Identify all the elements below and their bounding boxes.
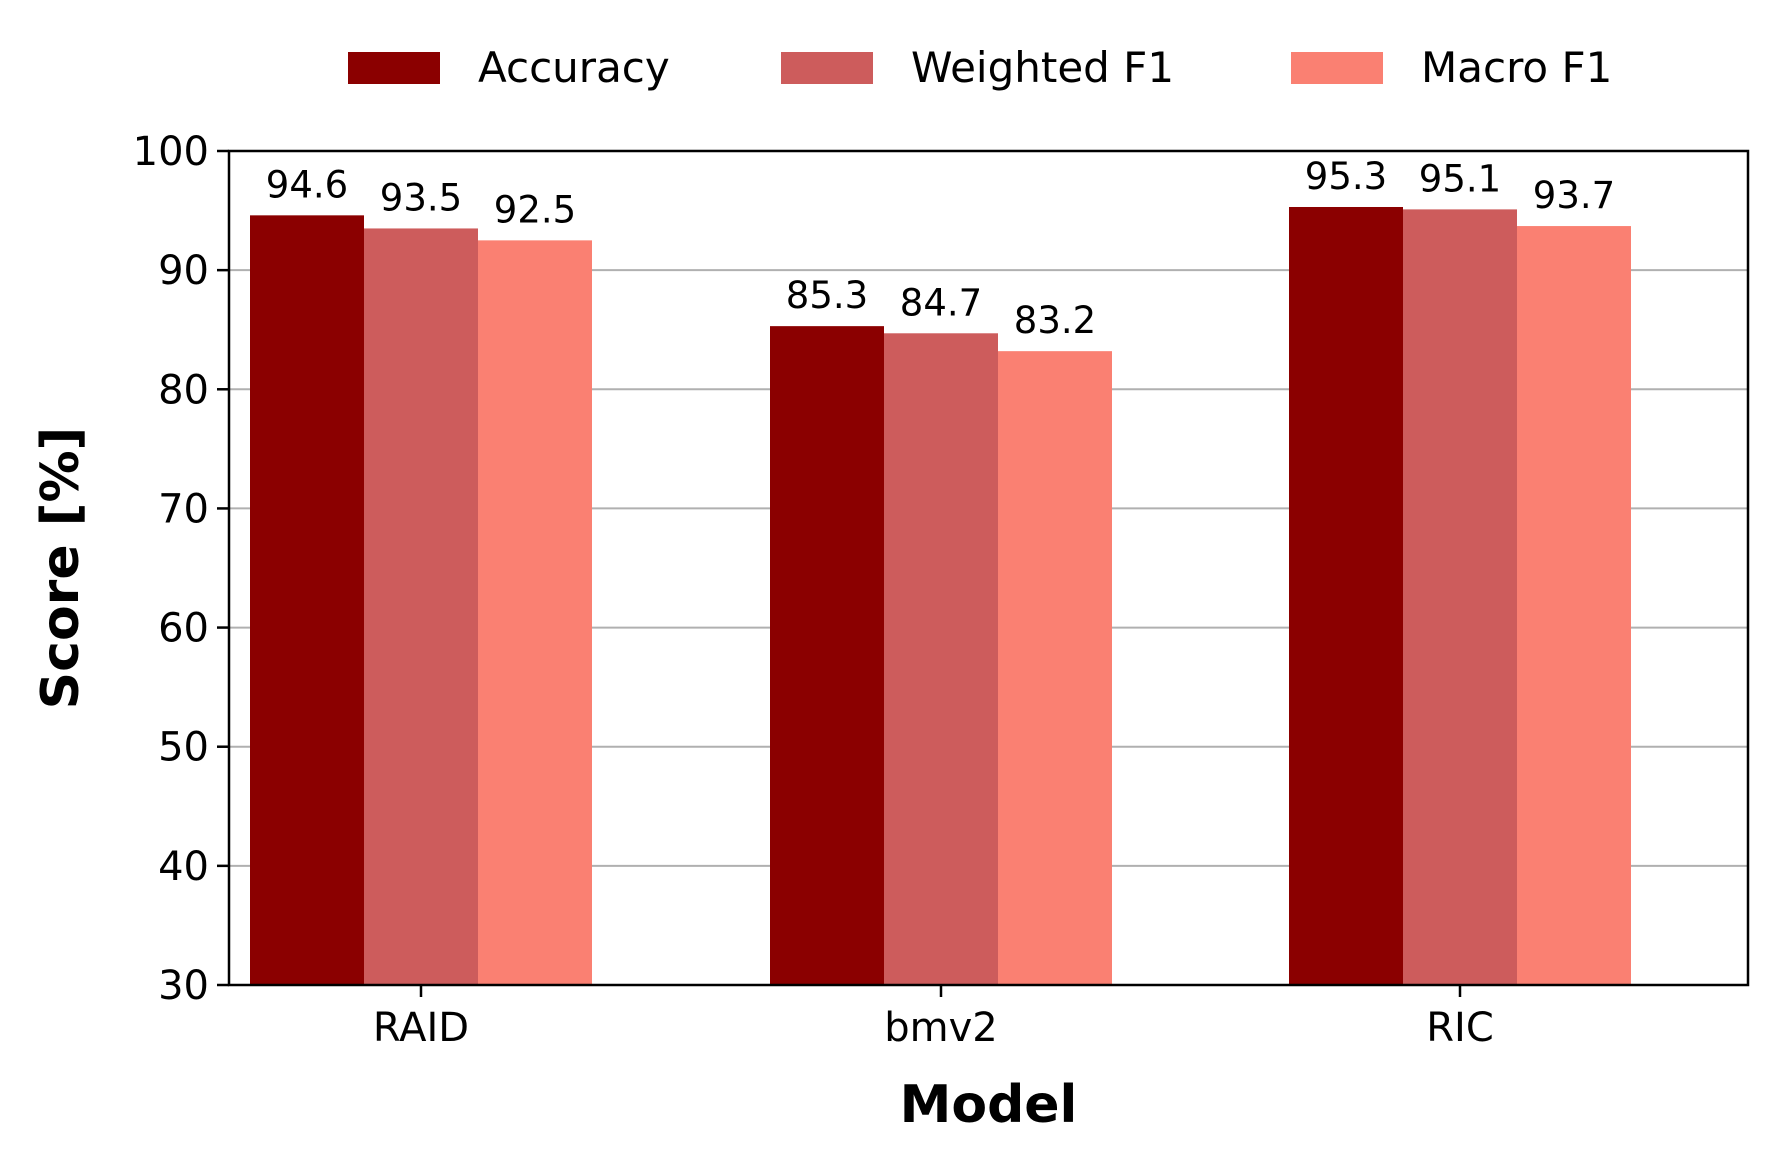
x-tick-label: bmv2 [884,1005,997,1051]
y-tick-label: 100 [133,129,209,175]
data-labels: 94.6 93.5 92.5 85.3 84.7 83.2 95.3 95.1 93.7 [266,155,1615,342]
x-tick-label: RAID [373,1005,469,1051]
y-tick-label: 30 [158,963,209,1009]
y-tick-label: 50 [158,725,209,771]
data-label: 94.6 [266,163,348,206]
data-label: 93.5 [380,176,462,219]
bar [884,333,998,985]
plot-frame [227,149,1750,987]
bars [250,206,1631,986]
legend: Accuracy Weighted F1 Macro F1 [348,43,1612,92]
bar [1289,206,1403,986]
legend-label: Weighted F1 [911,43,1174,92]
bar [478,240,592,985]
x-axis-title: Model [900,1075,1078,1135]
bar [770,326,884,985]
legend-swatch [348,52,440,84]
x-axis: RAID bmv2 RIC [373,985,1494,1051]
data-label: 84.7 [900,281,982,324]
data-label: 92.5 [494,188,576,231]
legend-label: Macro F1 [1421,43,1612,92]
bar [364,228,478,985]
data-label: 83.2 [1014,299,1096,342]
data-label: 95.1 [1419,157,1501,200]
y-tick-label: 60 [158,606,209,652]
legend-swatch [781,52,873,84]
y-tick-label: 40 [158,844,209,890]
data-label: 93.7 [1533,174,1615,217]
y-axis-title: Score [%] [31,427,91,710]
bar [1517,226,1631,985]
y-axis: 30 40 50 60 70 80 90 100 [133,129,229,1009]
data-label: 85.3 [786,274,868,317]
bar [1403,209,1517,985]
x-tick-label: RIC [1426,1005,1494,1051]
y-tick-label: 90 [158,248,209,294]
data-label: 95.3 [1305,155,1387,198]
y-tick-label: 80 [158,367,209,413]
legend-label: Accuracy [478,43,670,92]
bar [250,215,364,985]
bar [998,351,1112,985]
legend-swatch [1291,52,1383,84]
y-tick-label: 70 [158,486,209,532]
